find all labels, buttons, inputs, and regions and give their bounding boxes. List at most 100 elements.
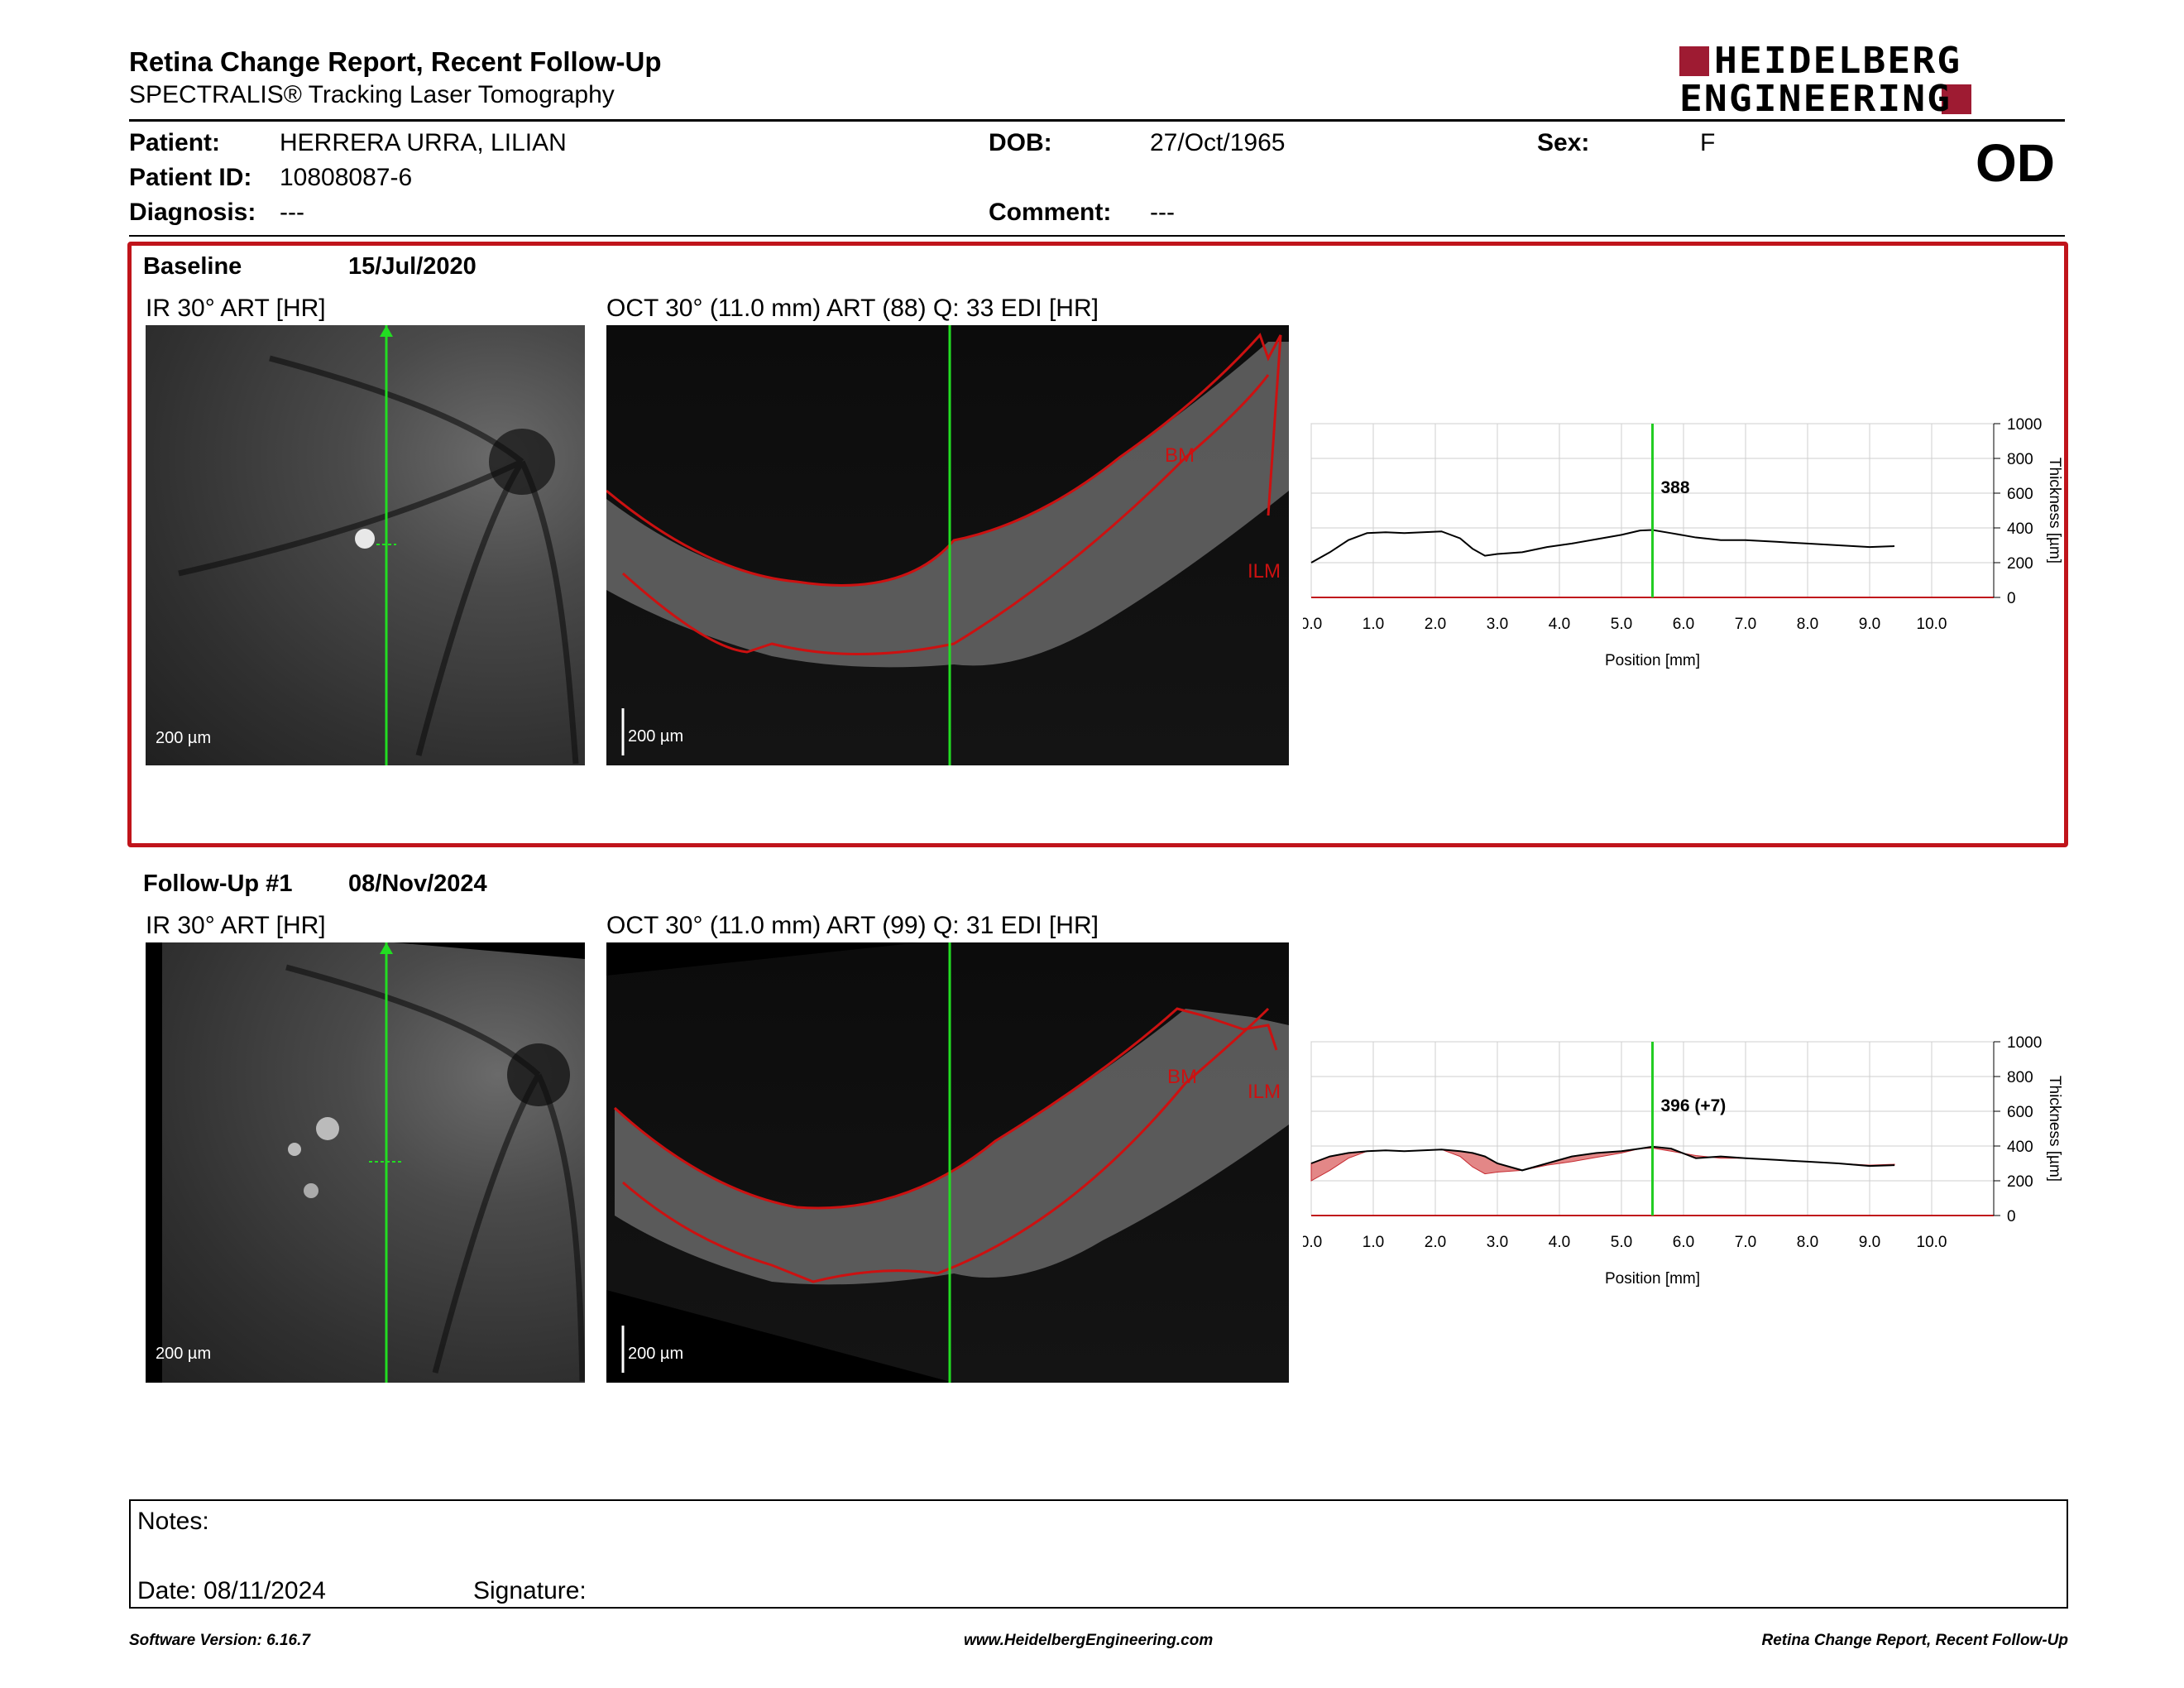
bm-label: BM: [1165, 444, 1195, 467]
followup-oct-image[interactable]: BM ILM 200 µm: [606, 942, 1289, 1383]
followup-ir-image[interactable]: 200 µm: [146, 942, 585, 1383]
black-corner: [606, 942, 921, 976]
x-tick-label: 3.0: [1487, 1234, 1508, 1251]
sex-label: Sex:: [1537, 129, 1590, 156]
x-axis-label: Position [mm]: [1605, 1270, 1700, 1288]
y-axis-label: Thickness [µm]: [2046, 458, 2063, 563]
header-divider: [129, 119, 2065, 122]
baseline-thickness-chart: 0 200 400 600 800 1000 0.0 1.0 2.0 3.0 4.0 5.0 6.0 7.…: [1303, 416, 2063, 669]
bright-spot: [355, 529, 375, 549]
followup-ir-overlay: [146, 942, 585, 1383]
footer-version: Software Version: 6.16.7: [129, 1632, 310, 1649]
logo-square: [1679, 46, 1709, 76]
scan-arrow: [380, 325, 393, 337]
x-tick-label: 9.0: [1859, 616, 1880, 633]
x-tick-label: 4.0: [1549, 1234, 1570, 1251]
thickness-line: [1310, 529, 1895, 563]
retina-tissue: [615, 1009, 1289, 1285]
x-tick-label: 10.0: [1917, 616, 1947, 633]
image-border-top: [394, 942, 585, 959]
y-axis-label: Thickness [µm]: [2046, 1076, 2063, 1182]
black-corner: [606, 1290, 954, 1383]
baseline-ir-caption: IR 30° ART [HR]: [146, 295, 326, 322]
notes-label: Notes:: [137, 1508, 209, 1535]
followup-thickness-chart: 0 200 400 600 800 1000 0.0 1.0 2.0 3.0 4.0 5.0 6.0 7.…: [1303, 1034, 2063, 1288]
ilm-label: ILM: [1248, 1081, 1281, 1103]
y-tick-label: 600: [2007, 486, 2033, 503]
logo-row-2: ENGINEERING: [1679, 78, 1972, 120]
x-tick-label: 7.0: [1735, 616, 1756, 633]
y-tick-label: 200: [2007, 555, 2033, 573]
bm-label: BM: [1167, 1066, 1197, 1088]
x-tick-label: 5.0: [1611, 616, 1632, 633]
logo-text-2: ENGINEERING: [1679, 78, 1952, 120]
x-tick-label: 1.0: [1363, 616, 1384, 633]
baseline-ir-scale: 200 µm: [156, 729, 212, 747]
x-tick-label: 1.0: [1363, 1234, 1384, 1251]
lesion: [304, 1183, 318, 1198]
marker-value-label: 396 (+7): [1661, 1096, 1727, 1115]
followup-date: 08/Nov/2024: [348, 870, 487, 897]
x-tick-label: 10.0: [1917, 1234, 1947, 1251]
y-tick-label: 800: [2007, 1069, 2033, 1086]
baseline-oct-caption: OCT 30° (11.0 mm) ART (88) Q: 33 EDI [HR…: [606, 295, 1099, 322]
lesion: [316, 1117, 339, 1140]
baseline-date: 15/Jul/2020: [348, 253, 477, 280]
y-tick-label: 400: [2007, 1139, 2033, 1156]
logo-text-1: HEIDELBERG: [1714, 40, 1962, 82]
bm-line: [622, 1007, 1270, 1283]
baseline-oct-overlay: BM ILM: [606, 325, 1289, 765]
baseline-oct-image[interactable]: BM ILM 200 µm: [606, 325, 1289, 765]
x-tick-label: 5.0: [1611, 1234, 1632, 1251]
x-tick-label: 0.0: [1303, 1234, 1322, 1251]
x-tick-label: 4.0: [1549, 616, 1570, 633]
y-tick-label: 600: [2007, 1104, 2033, 1121]
x-tick-label: 6.0: [1673, 1234, 1694, 1251]
scan-arrow: [380, 942, 393, 954]
marker-value-label: 388: [1661, 478, 1690, 497]
followup-oct-caption: OCT 30° (11.0 mm) ART (99) Q: 31 EDI [HR…: [606, 912, 1099, 939]
patient-divider: [129, 235, 2065, 237]
x-tick-label: 7.0: [1735, 1234, 1756, 1251]
x-axis-label: Position [mm]: [1605, 652, 1700, 669]
diagnosis-value: ---: [280, 199, 304, 226]
bm-line: [621, 374, 1270, 655]
followup-oct-scale: 200 µm: [628, 1345, 684, 1363]
followup-ir-scale: 200 µm: [156, 1345, 212, 1363]
diagnosis-label: Diagnosis:: [129, 199, 256, 226]
report-title: Retina Change Report, Recent Follow-Up: [129, 46, 662, 77]
x-tick-label: 3.0: [1487, 616, 1508, 633]
followup-label: Follow-Up #1: [143, 870, 293, 897]
dob-value: 27/Oct/1965: [1150, 129, 1286, 156]
y-tick-label: 1000: [2007, 416, 2042, 434]
x-tick-label: 2.0: [1425, 616, 1446, 633]
x-tick-label: 8.0: [1797, 616, 1818, 633]
notes-box[interactable]: Notes: Date: 08/11/2024 Signature:: [129, 1499, 2068, 1609]
report-subtitle: SPECTRALIS® Tracking Laser Tomography: [129, 81, 615, 108]
logo-row-1: HEIDELBERG: [1679, 43, 1960, 79]
x-tick-label: 9.0: [1859, 1234, 1880, 1251]
followup-ir-caption: IR 30° ART [HR]: [146, 912, 326, 939]
heidelberg-logo: HEIDELBERG ENGINEERING: [1679, 43, 2068, 119]
y-tick-label: 1000: [2007, 1034, 2042, 1052]
vessels: [178, 355, 579, 765]
retina-tissue: [606, 342, 1289, 668]
ilm-line: [613, 1007, 1278, 1210]
y-tick-label: 0: [2007, 590, 2016, 607]
patient-label: Patient:: [129, 129, 221, 156]
thickness-line: [1310, 1145, 1895, 1172]
comment-label: Comment:: [989, 199, 1112, 226]
x-tick-label: 0.0: [1303, 616, 1322, 633]
eye-indicator: OD: [1976, 133, 2055, 193]
lesion: [288, 1143, 301, 1156]
baseline-section: [127, 242, 2068, 847]
y-tick-label: 0: [2007, 1208, 2016, 1225]
patient-name: HERRERA URRA, LILIAN: [280, 129, 567, 156]
baseline-ir-image[interactable]: 200 µm: [146, 325, 585, 765]
ilm-line: [606, 333, 1282, 587]
footer-website[interactable]: www.HeidelbergEngineering.com: [964, 1632, 1214, 1649]
y-tick-label: 400: [2007, 520, 2033, 538]
sex-value: F: [1700, 129, 1716, 156]
comment-value: ---: [1150, 199, 1175, 226]
patient-id-label: Patient ID:: [129, 164, 252, 191]
